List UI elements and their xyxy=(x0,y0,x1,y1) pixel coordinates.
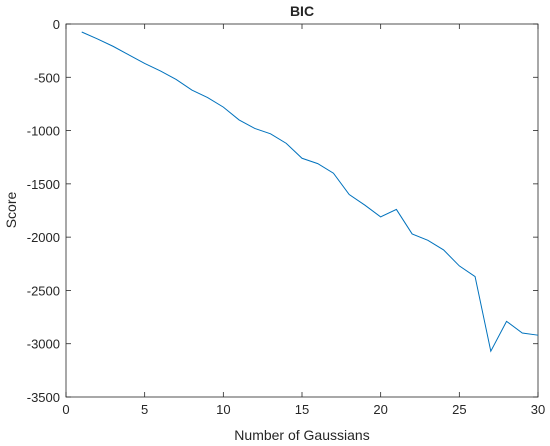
x-tick-label: 30 xyxy=(531,402,545,417)
x-tick-label: 25 xyxy=(452,402,466,417)
y-tick-label: -2000 xyxy=(27,230,60,245)
chart-title: BIC xyxy=(290,3,314,19)
x-tick-label: 10 xyxy=(216,402,230,417)
x-tick-label: 0 xyxy=(62,402,69,417)
y-axis-label: Score xyxy=(3,192,19,229)
y-tick-label: -1500 xyxy=(27,177,60,192)
x-tick-label: 5 xyxy=(141,402,148,417)
x-axis-label: Number of Gaussians xyxy=(234,427,369,443)
x-tick-label: 20 xyxy=(373,402,387,417)
plot-area xyxy=(65,23,539,398)
x-tick-label: 15 xyxy=(295,402,309,417)
y-tick-label: -3000 xyxy=(27,337,60,352)
data-line xyxy=(81,31,539,353)
y-tick-label: 0 xyxy=(53,17,60,32)
y-tick-label: -1000 xyxy=(27,124,60,139)
y-tick-label: -500 xyxy=(34,70,60,85)
y-tick-label: -3500 xyxy=(27,390,60,405)
y-tick-label: -2500 xyxy=(27,283,60,298)
